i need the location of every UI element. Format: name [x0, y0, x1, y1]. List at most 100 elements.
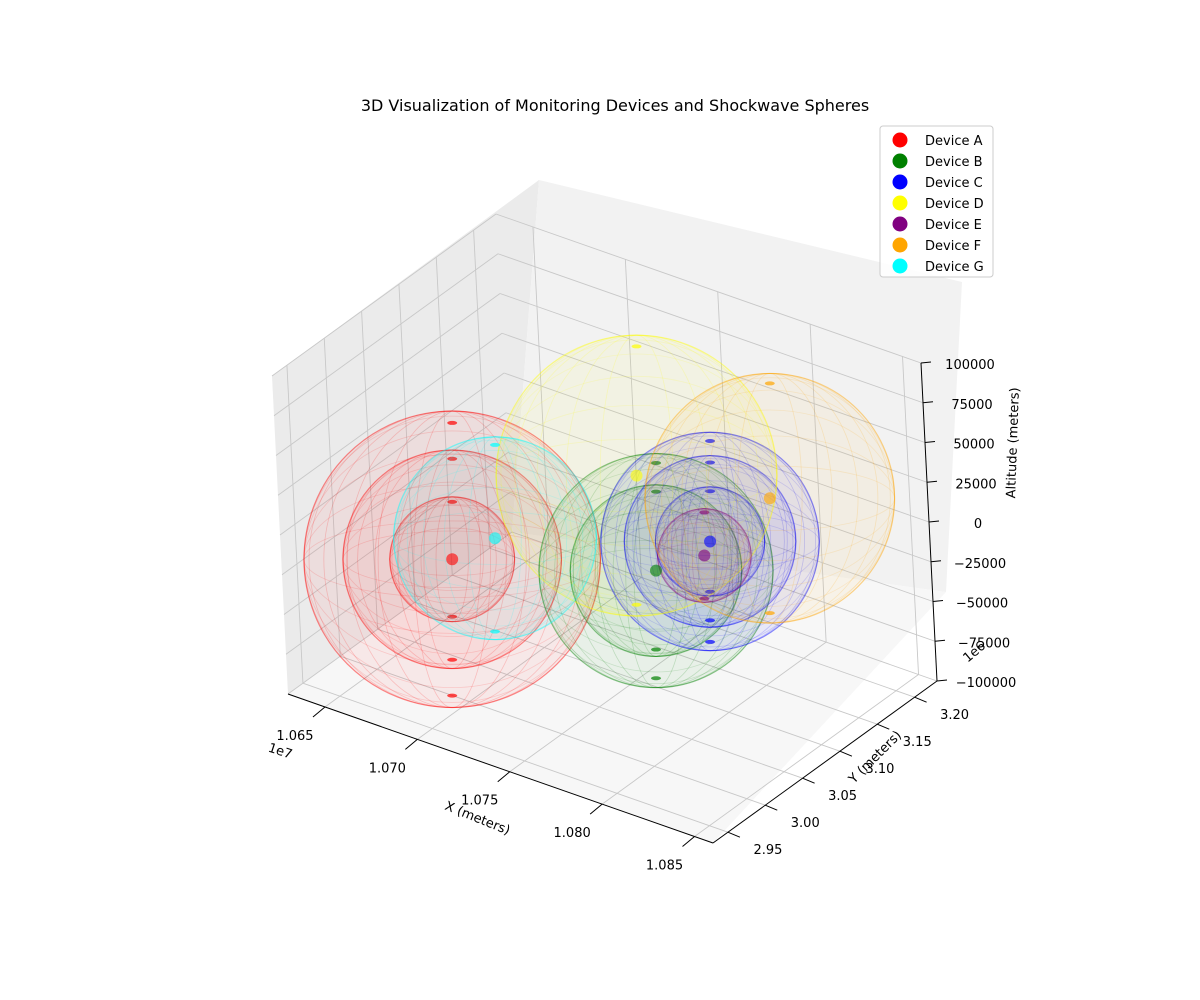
device-marker — [763, 492, 776, 505]
device-marker — [650, 564, 663, 577]
y-tick-mark — [839, 750, 853, 757]
legend-label: Device A — [925, 134, 983, 149]
z-grid-line — [503, 372, 930, 523]
back-pane — [512, 180, 962, 592]
device-marker — [489, 532, 502, 545]
z-grid-line — [511, 531, 938, 682]
device-marker — [698, 549, 711, 562]
legend-entry: Device B — [892, 153, 983, 170]
x-grid-line — [601, 641, 827, 805]
z-grid-line — [281, 412, 507, 576]
legend-label: Device G — [925, 260, 984, 275]
z-grid-line — [287, 531, 513, 695]
y-axis-line — [712, 680, 938, 844]
z-grid-line — [271, 213, 497, 377]
legend-entry: Device A — [892, 132, 983, 149]
legend-marker — [892, 237, 908, 253]
x-tick-label: 1.065 — [276, 729, 313, 744]
x-offset-label: 1e7 — [266, 741, 294, 763]
legend-marker — [892, 132, 908, 148]
y-tick-label: 3.15 — [903, 735, 932, 750]
x-grid-line — [324, 544, 550, 708]
y-tick-mark — [727, 831, 741, 838]
legend-marker — [892, 153, 908, 169]
z-grid-line — [495, 213, 922, 364]
z-grid-line — [275, 293, 501, 456]
y-grid-line — [377, 628, 803, 779]
legend-label: Device C — [925, 176, 983, 191]
x-grid-line — [417, 576, 642, 740]
device-marker — [630, 469, 643, 482]
x-tick-label: 1.085 — [646, 859, 683, 874]
grid-lines — [271, 213, 938, 837]
z-grid-line — [507, 452, 934, 602]
z-tick-mark — [932, 600, 944, 602]
x-tick-mark — [589, 803, 603, 815]
x-grid-line — [694, 674, 919, 837]
x-tick-mark — [312, 706, 326, 718]
legend-label: Device F — [925, 239, 981, 254]
z-tick-label: 25000 — [955, 477, 996, 492]
legend-label: Device D — [925, 197, 984, 212]
z-grid-line — [277, 332, 503, 496]
z-grid-line — [283, 452, 509, 615]
z-tick-label: 0 — [974, 517, 982, 532]
device-markers — [446, 469, 776, 577]
chart-title: 3D Visualization of Monitoring Devices a… — [361, 96, 869, 115]
x-tick-label: 1.080 — [554, 826, 591, 841]
z-tick-label: 100000 — [945, 358, 995, 373]
legend-marker — [892, 216, 908, 232]
tick-marks: 1.065 1.070 1.075 1.080 1.085 2.95 3.00 3.05 3.1… — [276, 358, 1016, 874]
floor-pane — [288, 532, 946, 843]
z-tick-label: −75000 — [958, 636, 1010, 651]
y-tick-mark — [914, 696, 927, 703]
legend-entry: Device E — [892, 216, 982, 233]
z-grid-line — [273, 253, 499, 417]
z-tick-mark — [936, 679, 948, 682]
x-tick-mark — [497, 771, 511, 783]
legend-label: Device B — [925, 155, 983, 170]
z-grid-line — [285, 491, 511, 655]
legend-entry: Device G — [892, 258, 984, 275]
z-tick-label: 75000 — [951, 398, 992, 413]
x-tick-label: 1.075 — [461, 794, 498, 809]
z-tick-mark — [922, 401, 934, 404]
z-tick-mark — [934, 639, 946, 642]
left-pane — [272, 180, 539, 694]
z-grid-line — [279, 372, 505, 536]
z-tick-mark — [928, 520, 940, 523]
legend-marker — [892, 174, 908, 190]
y-grid-line — [302, 682, 729, 833]
y-tick-label: 3.00 — [791, 816, 820, 831]
z-axis-title: Altitude (meters) — [1004, 387, 1023, 498]
z-tick-label: −100000 — [956, 676, 1017, 691]
y-tick-label: 3.05 — [828, 789, 857, 804]
z-tick-mark — [920, 361, 932, 364]
legend-marker — [892, 258, 908, 274]
z-tick-mark — [924, 441, 936, 443]
x-axis-line — [287, 693, 714, 844]
legend-entry: Device C — [892, 174, 983, 191]
x-tick-label: 1.070 — [369, 761, 406, 776]
z-grid-line — [505, 412, 932, 563]
y-grid-line — [452, 574, 878, 725]
z-grid-line — [499, 293, 926, 443]
z-tick-label: −25000 — [954, 557, 1006, 572]
x-grid-line — [509, 609, 735, 773]
y-tick-mark — [877, 723, 890, 730]
z-grid-line — [501, 332, 928, 483]
x-tick-mark — [405, 738, 418, 750]
axis-panes — [272, 180, 962, 843]
legend-frame — [879, 125, 994, 278]
z-tick-label: 50000 — [953, 438, 994, 453]
legend-marker — [892, 195, 908, 211]
z-tick-label: −50000 — [956, 597, 1008, 612]
z-grid-line — [509, 491, 936, 642]
device-marker — [446, 553, 459, 566]
y-tick-label: 2.95 — [753, 843, 782, 858]
y-tick-label: 3.10 — [865, 762, 894, 777]
y-grid-line — [414, 601, 841, 752]
y-grid-line — [489, 547, 915, 698]
z-tick-mark — [926, 480, 938, 483]
